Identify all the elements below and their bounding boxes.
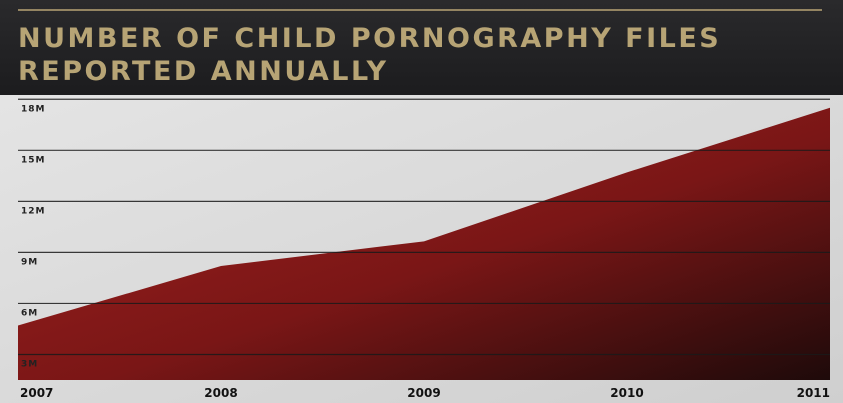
header-background xyxy=(0,0,843,95)
y-tick-label: 6M xyxy=(21,308,38,318)
x-tick-label: 2011 xyxy=(797,386,830,400)
y-tick-label: 15M xyxy=(21,155,45,165)
chart-title: REPORTED ANNUALLY xyxy=(18,56,389,87)
area xyxy=(18,107,830,380)
chart-title: NUMBER OF CHILD PORNOGRAPHY FILES xyxy=(18,23,721,54)
x-tick-label: 2010 xyxy=(610,386,643,400)
y-tick-label: 18M xyxy=(21,104,45,114)
x-tick-label: 2007 xyxy=(20,386,53,400)
x-tick-label: 2008 xyxy=(204,386,237,400)
x-tick-label: 2009 xyxy=(407,386,440,400)
y-tick-label: 9M xyxy=(21,257,38,267)
y-tick-label: 3M xyxy=(21,359,38,369)
y-tick-label: 12M xyxy=(21,206,45,216)
